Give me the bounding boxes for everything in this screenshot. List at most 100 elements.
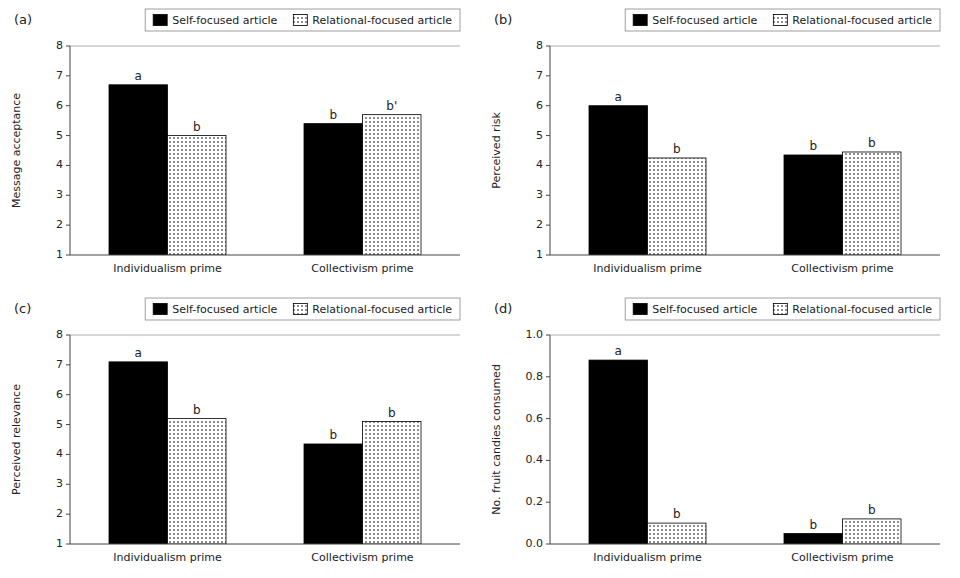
top-line [70, 335, 460, 336]
legend: Self-focused articleRelational-focused a… [625, 9, 940, 31]
y-tick-label: 7 [56, 69, 63, 82]
y-tick [66, 195, 70, 196]
y-tick-label: 3 [536, 188, 543, 201]
bar-annotation: b [809, 518, 817, 532]
x-tick-label: Individualism prime [113, 262, 222, 275]
bar-annotation: b [868, 136, 876, 150]
y-tick [546, 418, 550, 419]
y-tick [66, 75, 70, 76]
bar [589, 106, 648, 255]
legend-swatch [633, 15, 647, 26]
legend-box [145, 298, 460, 320]
y-tick-label: 8 [56, 328, 63, 341]
y-tick [546, 502, 550, 503]
y-tick-label: 1 [56, 537, 63, 550]
y-tick [546, 46, 550, 47]
bar-annotation: a [615, 90, 622, 104]
y-tick [546, 460, 550, 461]
panel-label: (c) [14, 301, 31, 316]
y-tick [546, 105, 550, 106]
panel: 12345678abbbIndividualism primeCollectiv… [10, 298, 460, 564]
y-tick-label: 1.0 [526, 328, 544, 341]
y-tick-label: 2 [536, 218, 543, 231]
bars [589, 360, 901, 544]
y-tick [546, 165, 550, 166]
y-tick-label: 5 [56, 129, 63, 142]
bar [304, 124, 363, 255]
bar-annotation: b [193, 120, 201, 134]
y-tick [66, 454, 70, 455]
legend-entry: Relational-focused article [312, 303, 452, 316]
y-tick-label: 1 [56, 248, 63, 261]
legend-entry: Relational-focused article [312, 14, 452, 27]
bar [843, 519, 902, 544]
bar-annotation: b [809, 139, 817, 153]
top-line [550, 46, 940, 47]
y-tick [66, 335, 70, 336]
y-tick-label: 4 [56, 447, 63, 460]
x-axis [70, 544, 460, 545]
y-tick-label: 5 [56, 418, 63, 431]
panel: 12345678abbb'Individualism primeCollecti… [10, 9, 460, 275]
y-tick [66, 225, 70, 226]
legend-swatch [293, 304, 307, 315]
bar [304, 444, 363, 544]
y-tick [546, 225, 550, 226]
legend-swatch [773, 304, 787, 315]
annotations: abbb' [135, 69, 398, 134]
y-tick-label: 3 [56, 188, 63, 201]
legend-swatch [293, 15, 307, 26]
y-tick-label: 0.2 [526, 495, 544, 508]
y-axis [70, 46, 71, 255]
bar-annotation: b [388, 406, 396, 420]
bar-annotation: a [615, 344, 622, 358]
y-tick [66, 424, 70, 425]
y-tick [546, 335, 550, 336]
y-tick-label: 2 [56, 218, 63, 231]
y-tick [546, 255, 550, 256]
y-tick-label: 7 [56, 358, 63, 371]
bars [109, 85, 421, 255]
y-tick-label: 0.0 [526, 537, 544, 550]
y-tick [66, 484, 70, 485]
x-tick-label: Collectivism prime [791, 262, 893, 275]
bar [363, 422, 422, 544]
legend-swatch [153, 304, 167, 315]
x-tick-label: Collectivism prime [311, 551, 413, 564]
bars [589, 106, 901, 255]
y-tick-label: 1 [536, 248, 543, 261]
y-tick [66, 255, 70, 256]
bar [648, 158, 707, 255]
bar-annotation: b [193, 403, 201, 417]
panel: 0.00.20.40.60.81.0abbbIndividualism prim… [490, 298, 940, 564]
y-tick [546, 75, 550, 76]
y-tick-label: 6 [536, 99, 543, 112]
x-tick-label: Individualism prime [593, 551, 702, 564]
y-axis-label: Perceived relevance [10, 384, 23, 495]
top-line [70, 46, 460, 47]
bar [648, 523, 707, 544]
annotations: abbb [135, 346, 396, 442]
x-tick-label: Individualism prime [113, 551, 222, 564]
y-tick [66, 544, 70, 545]
y-tick [66, 364, 70, 365]
y-tick-label: 6 [56, 99, 63, 112]
legend-entry: Self-focused article [172, 303, 277, 316]
x-axis [70, 255, 460, 256]
bar [784, 534, 843, 544]
bar [589, 360, 648, 544]
legend-box [625, 9, 940, 31]
legend: Self-focused article Relational-focused a… [145, 298, 460, 320]
y-axis [70, 335, 71, 544]
y-tick-label: 0.4 [526, 453, 544, 466]
y-tick [66, 165, 70, 166]
y-tick-label: 6 [56, 388, 63, 401]
bar [109, 362, 168, 544]
y-axis-label: No. fruit candies consumed [490, 364, 503, 515]
bar-annotation: b [329, 428, 337, 442]
legend-box [145, 9, 460, 31]
bar-annotation: b' [386, 99, 397, 113]
legend: Self-focused articleRelational-focused a… [625, 298, 940, 320]
legend-swatch [773, 15, 787, 26]
y-tick [66, 135, 70, 136]
